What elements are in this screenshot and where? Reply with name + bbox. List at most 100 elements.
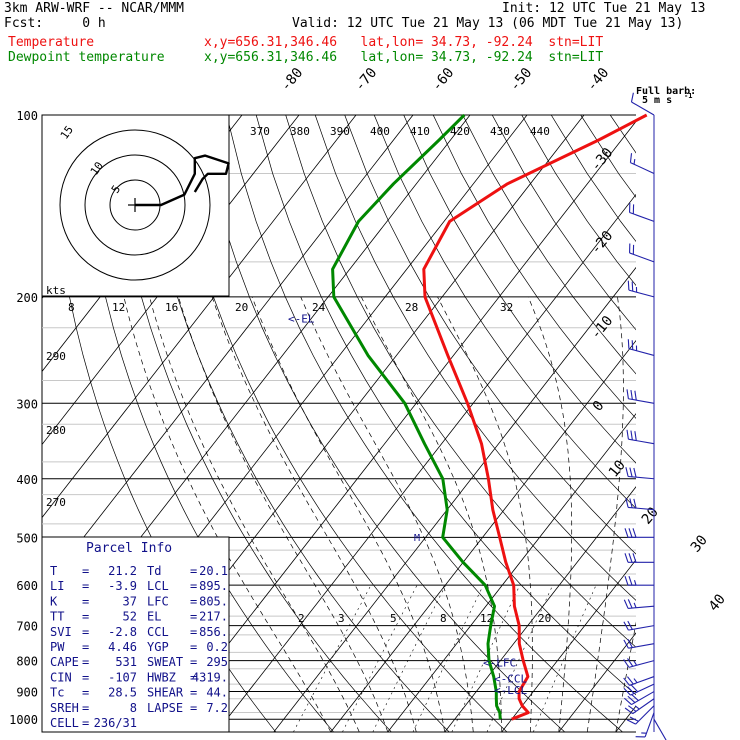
parcel-marker-label: <-EL: [288, 312, 315, 325]
parcel-value-1: 21.2: [108, 564, 137, 578]
wind-barb-flag: [624, 707, 634, 715]
parcel-eq-2: =: [190, 701, 197, 715]
moist-adiabat-line: [586, 296, 624, 732]
wind-barb-shaft: [629, 676, 655, 686]
wind-barb: [623, 676, 655, 686]
wind-barb-flag: [630, 92, 634, 103]
parcel-key-2: HWBZ: [147, 670, 176, 684]
parcel-eq-1: =: [82, 655, 89, 669]
wind-barb: [626, 389, 655, 404]
wind-barb: [629, 243, 655, 263]
parcel-key-2: LCL: [147, 579, 169, 593]
temperature-location: x,y=656.31,346.46 lat,lon= 34.73, -92.24…: [204, 35, 604, 50]
speed-tick-label: 20: [235, 301, 248, 314]
wind-barb-flag: [633, 498, 637, 509]
wind-barb-half: [633, 159, 636, 165]
parcel-key-1: CIN: [50, 670, 72, 684]
wind-barb-flag: [623, 687, 631, 696]
wind-barb-flag: [629, 153, 633, 163]
isotherm-label: -70: [352, 65, 381, 95]
wind-barb-flag: [623, 677, 630, 686]
parcel-value-2: 217.: [199, 610, 228, 624]
dry-adiabat-line: [285, 115, 636, 648]
wind-barb: [625, 498, 655, 511]
mixing-ratio-label: 3: [338, 612, 345, 625]
wind-barb-flag: [624, 697, 632, 705]
moist-adiabat-line: [149, 296, 360, 732]
hodograph-ring-label: 10: [88, 159, 106, 177]
wind-barb-flag: [630, 389, 633, 400]
isotherm-label: -50: [507, 65, 536, 95]
parcel-key-1: CAPE: [50, 655, 79, 669]
wind-barb-shaft: [632, 698, 655, 715]
parcel-value-1: 37: [123, 594, 137, 608]
parcel-value-1: -107: [108, 670, 137, 684]
mixing-ratio-line: [486, 585, 553, 732]
wind-barb: [627, 339, 655, 356]
wind-barb-shaft: [628, 506, 655, 511]
parcel-eq-2: =: [190, 640, 197, 654]
parcel-key-2: YGP: [147, 640, 169, 654]
wind-barb-shaft: [644, 712, 655, 738]
wind-barb: [624, 698, 655, 715]
dry-adiabat-line: [373, 115, 636, 509]
pressure-label: 600: [16, 579, 38, 593]
wind-barb-flag: [625, 467, 629, 477]
mixing-ratio-line: [412, 585, 484, 732]
wind-barb-flag: [626, 429, 629, 440]
dry-adiabat-line: [226, 115, 623, 732]
wind-barb-shaft: [653, 718, 667, 740]
wind-barb-flag: [624, 528, 629, 538]
parcel-value-2: 44.: [206, 686, 228, 700]
dry-adiabat-line: [580, 115, 636, 198]
dry-adiabat-line: [491, 115, 636, 331]
speed-tick-label: 24: [312, 301, 326, 314]
parcel-eq-2: =: [190, 564, 197, 578]
wind-barb-flag: [628, 553, 633, 563]
pressure-label: 800: [16, 655, 38, 669]
parcel-eq-2: =: [190, 610, 197, 624]
temperature-legend: Temperature: [8, 35, 95, 50]
mixing-ratio-line: [293, 585, 372, 732]
parcel-eq-1: =: [82, 701, 89, 715]
parcel-eq-1: =: [82, 610, 89, 624]
parcel-value-1: -2.8: [108, 625, 137, 639]
wind-barb: [626, 429, 655, 445]
wind-barb: [627, 280, 655, 298]
parcel-key-2: LAPSE: [147, 701, 183, 715]
theta-label: 420: [450, 125, 470, 138]
dry-adiabat-line: [462, 115, 636, 375]
mixing-ratio-label: 5: [390, 612, 397, 625]
mixing-ratio-line: [372, 585, 446, 732]
wind-barb-flag: [634, 431, 637, 441]
dry-adiabat-line: [344, 115, 636, 555]
wind-barb: [635, 712, 655, 738]
wind-barb-flag: [627, 695, 636, 703]
wind-barb-flag: [629, 716, 639, 722]
parcel-value-1: 236/31: [94, 716, 137, 730]
dry-adiabat-line: [403, 115, 636, 464]
pressure-label: 200: [16, 291, 38, 305]
dry-adiabat-line: [167, 115, 508, 732]
wind-barb-flag: [631, 281, 634, 292]
wind-barb-shaft: [628, 660, 655, 668]
speed-tick-label: 28: [405, 301, 418, 314]
wind-barb-flag: [627, 658, 634, 667]
parcel-marker-label: <-LCL: [494, 684, 527, 697]
parcel-eq-1: =: [82, 640, 89, 654]
parcel-value-2: 295: [206, 655, 228, 669]
dry-adiabat-line: [314, 115, 636, 601]
wind-barbs: [623, 92, 667, 740]
wind-barb: [623, 683, 655, 696]
wind-barb-flag: [627, 339, 630, 349]
mixing-ratio-label: 2: [298, 612, 305, 625]
isotherm-line: [558, 632, 636, 732]
pressure-label: 300: [16, 397, 38, 411]
parcel-marker-label: <-CCL: [494, 672, 527, 685]
wind-barb-flag: [627, 620, 633, 630]
parcel-marker-label: <-LFC: [483, 656, 516, 669]
sounding-profiles: [331, 113, 648, 721]
parcel-key-1: CELL: [50, 716, 79, 730]
wind-barb: [625, 467, 655, 480]
